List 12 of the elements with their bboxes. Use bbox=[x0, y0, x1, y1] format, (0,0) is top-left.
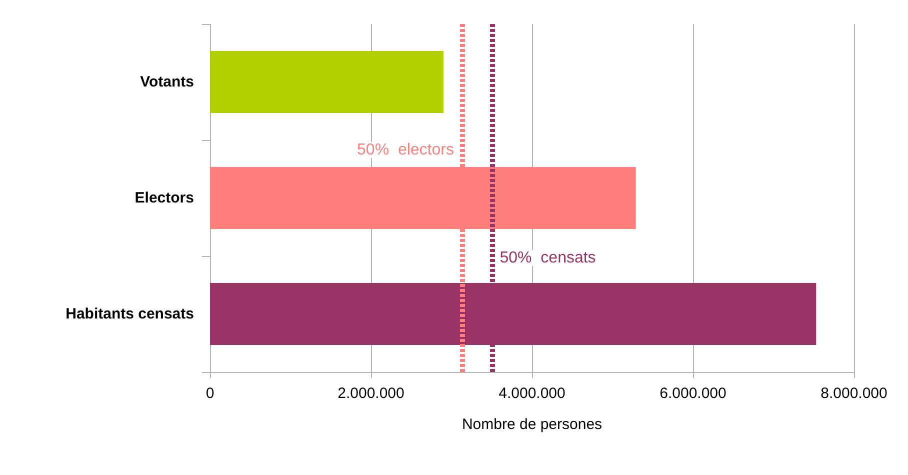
y-tick-label: Votants bbox=[140, 74, 194, 90]
y-tick-label: Electors bbox=[134, 190, 194, 206]
ref-line-label: 50% censats bbox=[500, 250, 596, 266]
bar bbox=[210, 51, 444, 113]
x-tick-label: 8.000.000 bbox=[820, 385, 888, 402]
x-tick-label: 4.000.000 bbox=[498, 385, 566, 402]
x-tick-label: 6.000.000 bbox=[660, 385, 726, 402]
x-axis-title: Nombre de persones bbox=[462, 416, 602, 433]
ref-line-label: 50% electors bbox=[357, 142, 454, 158]
x-tick-label: 2.000.000 bbox=[338, 385, 404, 402]
x-tick-label: 0 bbox=[206, 385, 214, 402]
y-tick-label: Habitants censats bbox=[66, 306, 194, 322]
